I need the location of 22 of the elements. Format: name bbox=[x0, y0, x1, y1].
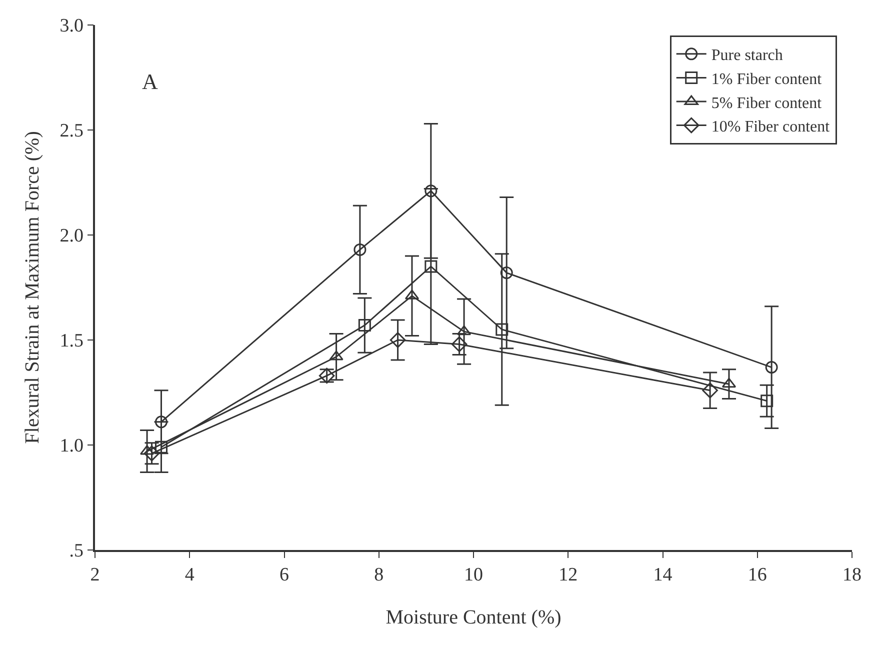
x-tick-label: 18 bbox=[842, 564, 862, 586]
y-tick-label: 2.5 bbox=[60, 120, 84, 142]
x-tick-label: 12 bbox=[558, 564, 578, 586]
x-tick-label: 2 bbox=[90, 564, 100, 586]
y-axis-title: Flexural Strain at Maximum Force (%) bbox=[22, 131, 44, 444]
legend-label: 10% Fiber content bbox=[711, 118, 830, 136]
x-tick-label: 4 bbox=[184, 564, 195, 586]
annotation: A bbox=[142, 69, 158, 94]
y-tick-label: .5 bbox=[69, 540, 84, 562]
legend-label: 5% Fiber content bbox=[711, 94, 822, 112]
legend-label: 1% Fiber content bbox=[711, 70, 822, 88]
x-tick-label: 16 bbox=[748, 564, 767, 586]
x-tick-label: 10 bbox=[464, 564, 483, 586]
y-tick-label: 2.0 bbox=[60, 226, 84, 247]
x-axis-title: Moisture Content (%) bbox=[386, 606, 562, 629]
x-tick-label: 6 bbox=[280, 564, 289, 586]
y-tick-label: 3.0 bbox=[60, 16, 84, 37]
x-tick-label: 14 bbox=[653, 564, 673, 586]
legend-label: Pure starch bbox=[711, 47, 783, 64]
y-tick-label: 1.5 bbox=[60, 330, 84, 352]
y-tick-label: 1.0 bbox=[60, 436, 84, 457]
x-tick-label: 8 bbox=[374, 564, 384, 586]
